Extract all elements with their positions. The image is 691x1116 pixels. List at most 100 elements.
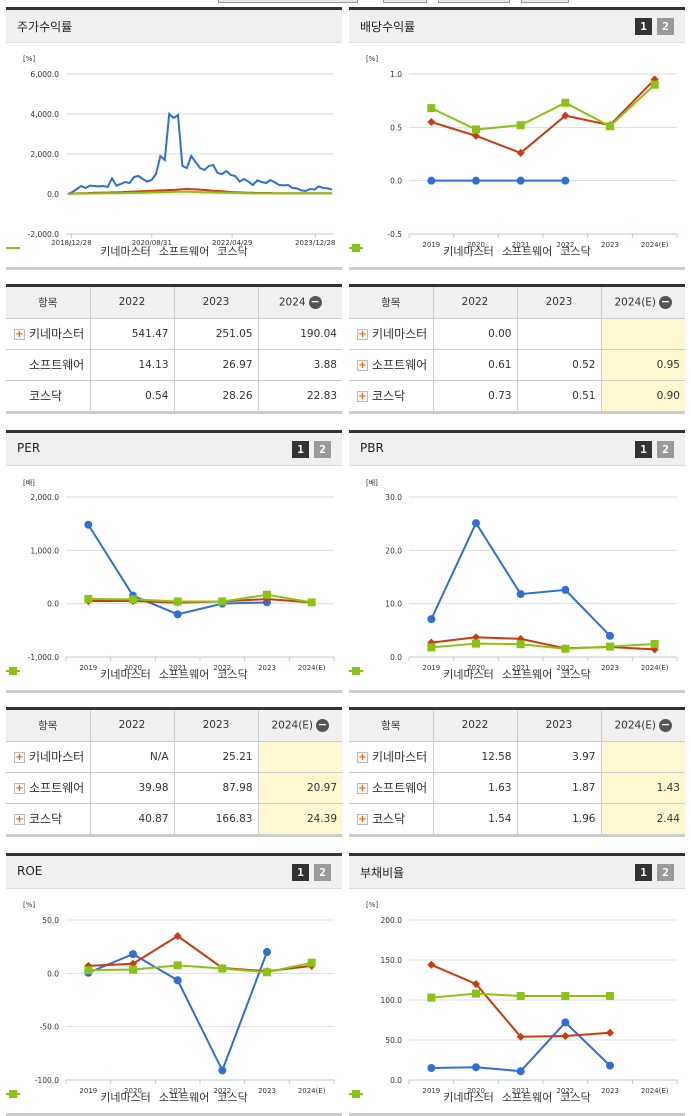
legend-item[interactable]: 키네마스터 bbox=[6, 243, 151, 259]
page-2-button[interactable]: 2 bbox=[657, 864, 674, 881]
table-cell: 1.54 bbox=[433, 803, 518, 834]
legend-item[interactable]: 코스닥 bbox=[6, 243, 248, 259]
expand-icon[interactable]: + bbox=[357, 360, 368, 371]
page-2-button[interactable]: 2 bbox=[657, 18, 674, 35]
table-cell bbox=[601, 318, 685, 350]
svg-text:2022: 2022 bbox=[556, 241, 574, 249]
row-label: + 코스닥 bbox=[349, 380, 434, 411]
legend-item[interactable]: 소프트웨어 bbox=[6, 1089, 210, 1105]
chart-legend: 키네마스터 소프트웨어 코스닥 bbox=[349, 666, 685, 682]
legend-item[interactable]: 코스닥 bbox=[349, 1089, 591, 1105]
collapse-icon[interactable]: − bbox=[659, 717, 673, 732]
expand-icon[interactable]: + bbox=[14, 329, 25, 340]
page-1-button[interactable]: 1 bbox=[292, 441, 309, 458]
legend-item[interactable]: 소프트웨어 bbox=[6, 243, 209, 259]
svg-text:-1,000.0: -1,000.0 bbox=[28, 653, 60, 662]
legend-item[interactable]: 소프트웨어 bbox=[349, 243, 552, 259]
page-1-button[interactable]: 1 bbox=[635, 441, 652, 458]
collapse-icon[interactable]: − bbox=[659, 294, 673, 309]
table-cell: 251.05 bbox=[174, 318, 259, 350]
column-header: 항목 bbox=[6, 287, 91, 319]
expand-icon[interactable]: + bbox=[357, 329, 368, 340]
page-1-button[interactable]: 1 bbox=[635, 18, 652, 35]
table-row: + 소프트웨어 1.63 1.87 1.43 bbox=[349, 772, 685, 804]
legend-item[interactable]: 코스닥 bbox=[6, 666, 248, 682]
table-cell: 166.83 bbox=[174, 803, 259, 834]
top-tab[interactable] bbox=[218, 0, 358, 3]
page-2-button[interactable]: 2 bbox=[314, 864, 331, 881]
legend-label: 소프트웨어 bbox=[501, 668, 553, 681]
legend-item[interactable]: 키네마스터 bbox=[6, 666, 151, 682]
page-2-button[interactable]: 2 bbox=[657, 441, 674, 458]
table-cell: 1.96 bbox=[517, 803, 602, 834]
table-stock-return: 항목 2022 2023 2024− + 키네마스터 541.47 251.05 190.04 소… bbox=[6, 284, 342, 414]
table-cell bbox=[517, 318, 602, 350]
page-2-button[interactable]: 2 bbox=[314, 441, 331, 458]
table-cell: 190.04 bbox=[258, 318, 342, 350]
panel-header: 부채비율 1 2 bbox=[349, 856, 685, 889]
expand-icon[interactable]: + bbox=[14, 814, 25, 826]
svg-text:2021: 2021 bbox=[169, 664, 187, 672]
table-cell: 0.95 bbox=[601, 349, 685, 381]
table-row: 소프트웨어 14.13 26.97 3.88 bbox=[6, 349, 342, 381]
row-label: + 소프트웨어 bbox=[349, 349, 434, 381]
svg-text:2021: 2021 bbox=[512, 1087, 530, 1095]
legend-label: 키네마스터 bbox=[443, 1091, 494, 1104]
legend-label: 소프트웨어 bbox=[158, 1091, 210, 1104]
column-header: 2022 bbox=[90, 710, 175, 742]
expand-icon[interactable]: + bbox=[357, 814, 368, 826]
svg-text:2022/04/29: 2022/04/29 bbox=[212, 239, 252, 247]
row-label: + 소프트웨어 bbox=[6, 772, 91, 804]
table-row: + 코스닥 40.87 166.83 24.39 bbox=[6, 803, 342, 834]
page-1-button[interactable]: 1 bbox=[292, 864, 309, 881]
legend-item[interactable]: 키네마스터 bbox=[349, 243, 494, 259]
legend-item[interactable]: 키네마스터 bbox=[349, 666, 494, 682]
legend-item[interactable]: 소프트웨어 bbox=[6, 666, 209, 682]
svg-text:2020: 2020 bbox=[467, 241, 485, 249]
legend-label: 키네마스터 bbox=[443, 668, 494, 681]
collapse-icon[interactable]: − bbox=[316, 717, 330, 732]
expand-icon[interactable]: + bbox=[357, 783, 368, 794]
legend-item[interactable]: 소프트웨어 bbox=[349, 1089, 553, 1105]
svg-text:2023: 2023 bbox=[258, 1087, 276, 1095]
legend-item[interactable]: 키네마스터 bbox=[6, 1089, 151, 1105]
legend-item[interactable]: 소프트웨어 bbox=[349, 666, 553, 682]
expand-icon[interactable]: + bbox=[14, 783, 25, 794]
legend-label: 키네마스터 bbox=[100, 668, 151, 681]
legend-item[interactable]: 코스닥 bbox=[6, 1089, 248, 1105]
panel-dividend: 배당수익률 1 2 1.0 0.5 0.0 -0.5 2019 2020 2021 2022 2… bbox=[349, 7, 685, 270]
expand-icon[interactable]: + bbox=[14, 752, 25, 763]
svg-text:2023/12/28: 2023/12/28 bbox=[295, 239, 335, 247]
column-header: 2024(E) − bbox=[258, 710, 342, 742]
table-cell bbox=[601, 741, 685, 773]
svg-text:2023: 2023 bbox=[258, 664, 276, 672]
legend-item[interactable]: 코스닥 bbox=[349, 666, 591, 682]
table-cell: 3.97 bbox=[517, 741, 602, 773]
chart-legend: 키네마스터 소프트웨어 코스닥 bbox=[6, 666, 342, 682]
legend-label: 소프트웨어 bbox=[501, 1091, 553, 1104]
top-tab[interactable] bbox=[438, 0, 510, 3]
row-label: + 코스닥 bbox=[349, 803, 434, 834]
collapse-icon[interactable]: − bbox=[308, 294, 322, 309]
expand-icon[interactable]: + bbox=[357, 391, 368, 403]
legend-item[interactable]: 코스닥 bbox=[349, 243, 591, 259]
svg-text:4,000.0: 4,000.0 bbox=[30, 110, 59, 119]
svg-text:0.0: 0.0 bbox=[47, 190, 59, 199]
expand-icon[interactable]: + bbox=[357, 752, 368, 763]
svg-text:2021: 2021 bbox=[512, 664, 530, 672]
svg-text:2024(E): 2024(E) bbox=[298, 664, 326, 672]
top-tab[interactable] bbox=[383, 0, 427, 3]
table-row: + 키네마스터 N/A 25.21 bbox=[6, 741, 342, 773]
svg-text:2021: 2021 bbox=[169, 1087, 187, 1095]
svg-text:200.0: 200.0 bbox=[381, 916, 403, 925]
column-header: 2022 bbox=[433, 710, 518, 742]
chart-debt-ratio: 200.0 150.0 100.0 50.0 0.0 2019 2020 2021 2022 20… bbox=[349, 889, 685, 1116]
svg-text:-50.0: -50.0 bbox=[40, 1023, 60, 1032]
top-tab[interactable] bbox=[521, 0, 569, 3]
svg-text:0.0: 0.0 bbox=[390, 653, 402, 662]
svg-text:2023: 2023 bbox=[601, 1087, 619, 1095]
page-1-button[interactable]: 1 bbox=[635, 864, 652, 881]
panel-title: PER bbox=[17, 441, 41, 455]
table-cell: 2.44 bbox=[601, 803, 685, 834]
legend-item[interactable]: 키네마스터 bbox=[349, 1089, 494, 1105]
